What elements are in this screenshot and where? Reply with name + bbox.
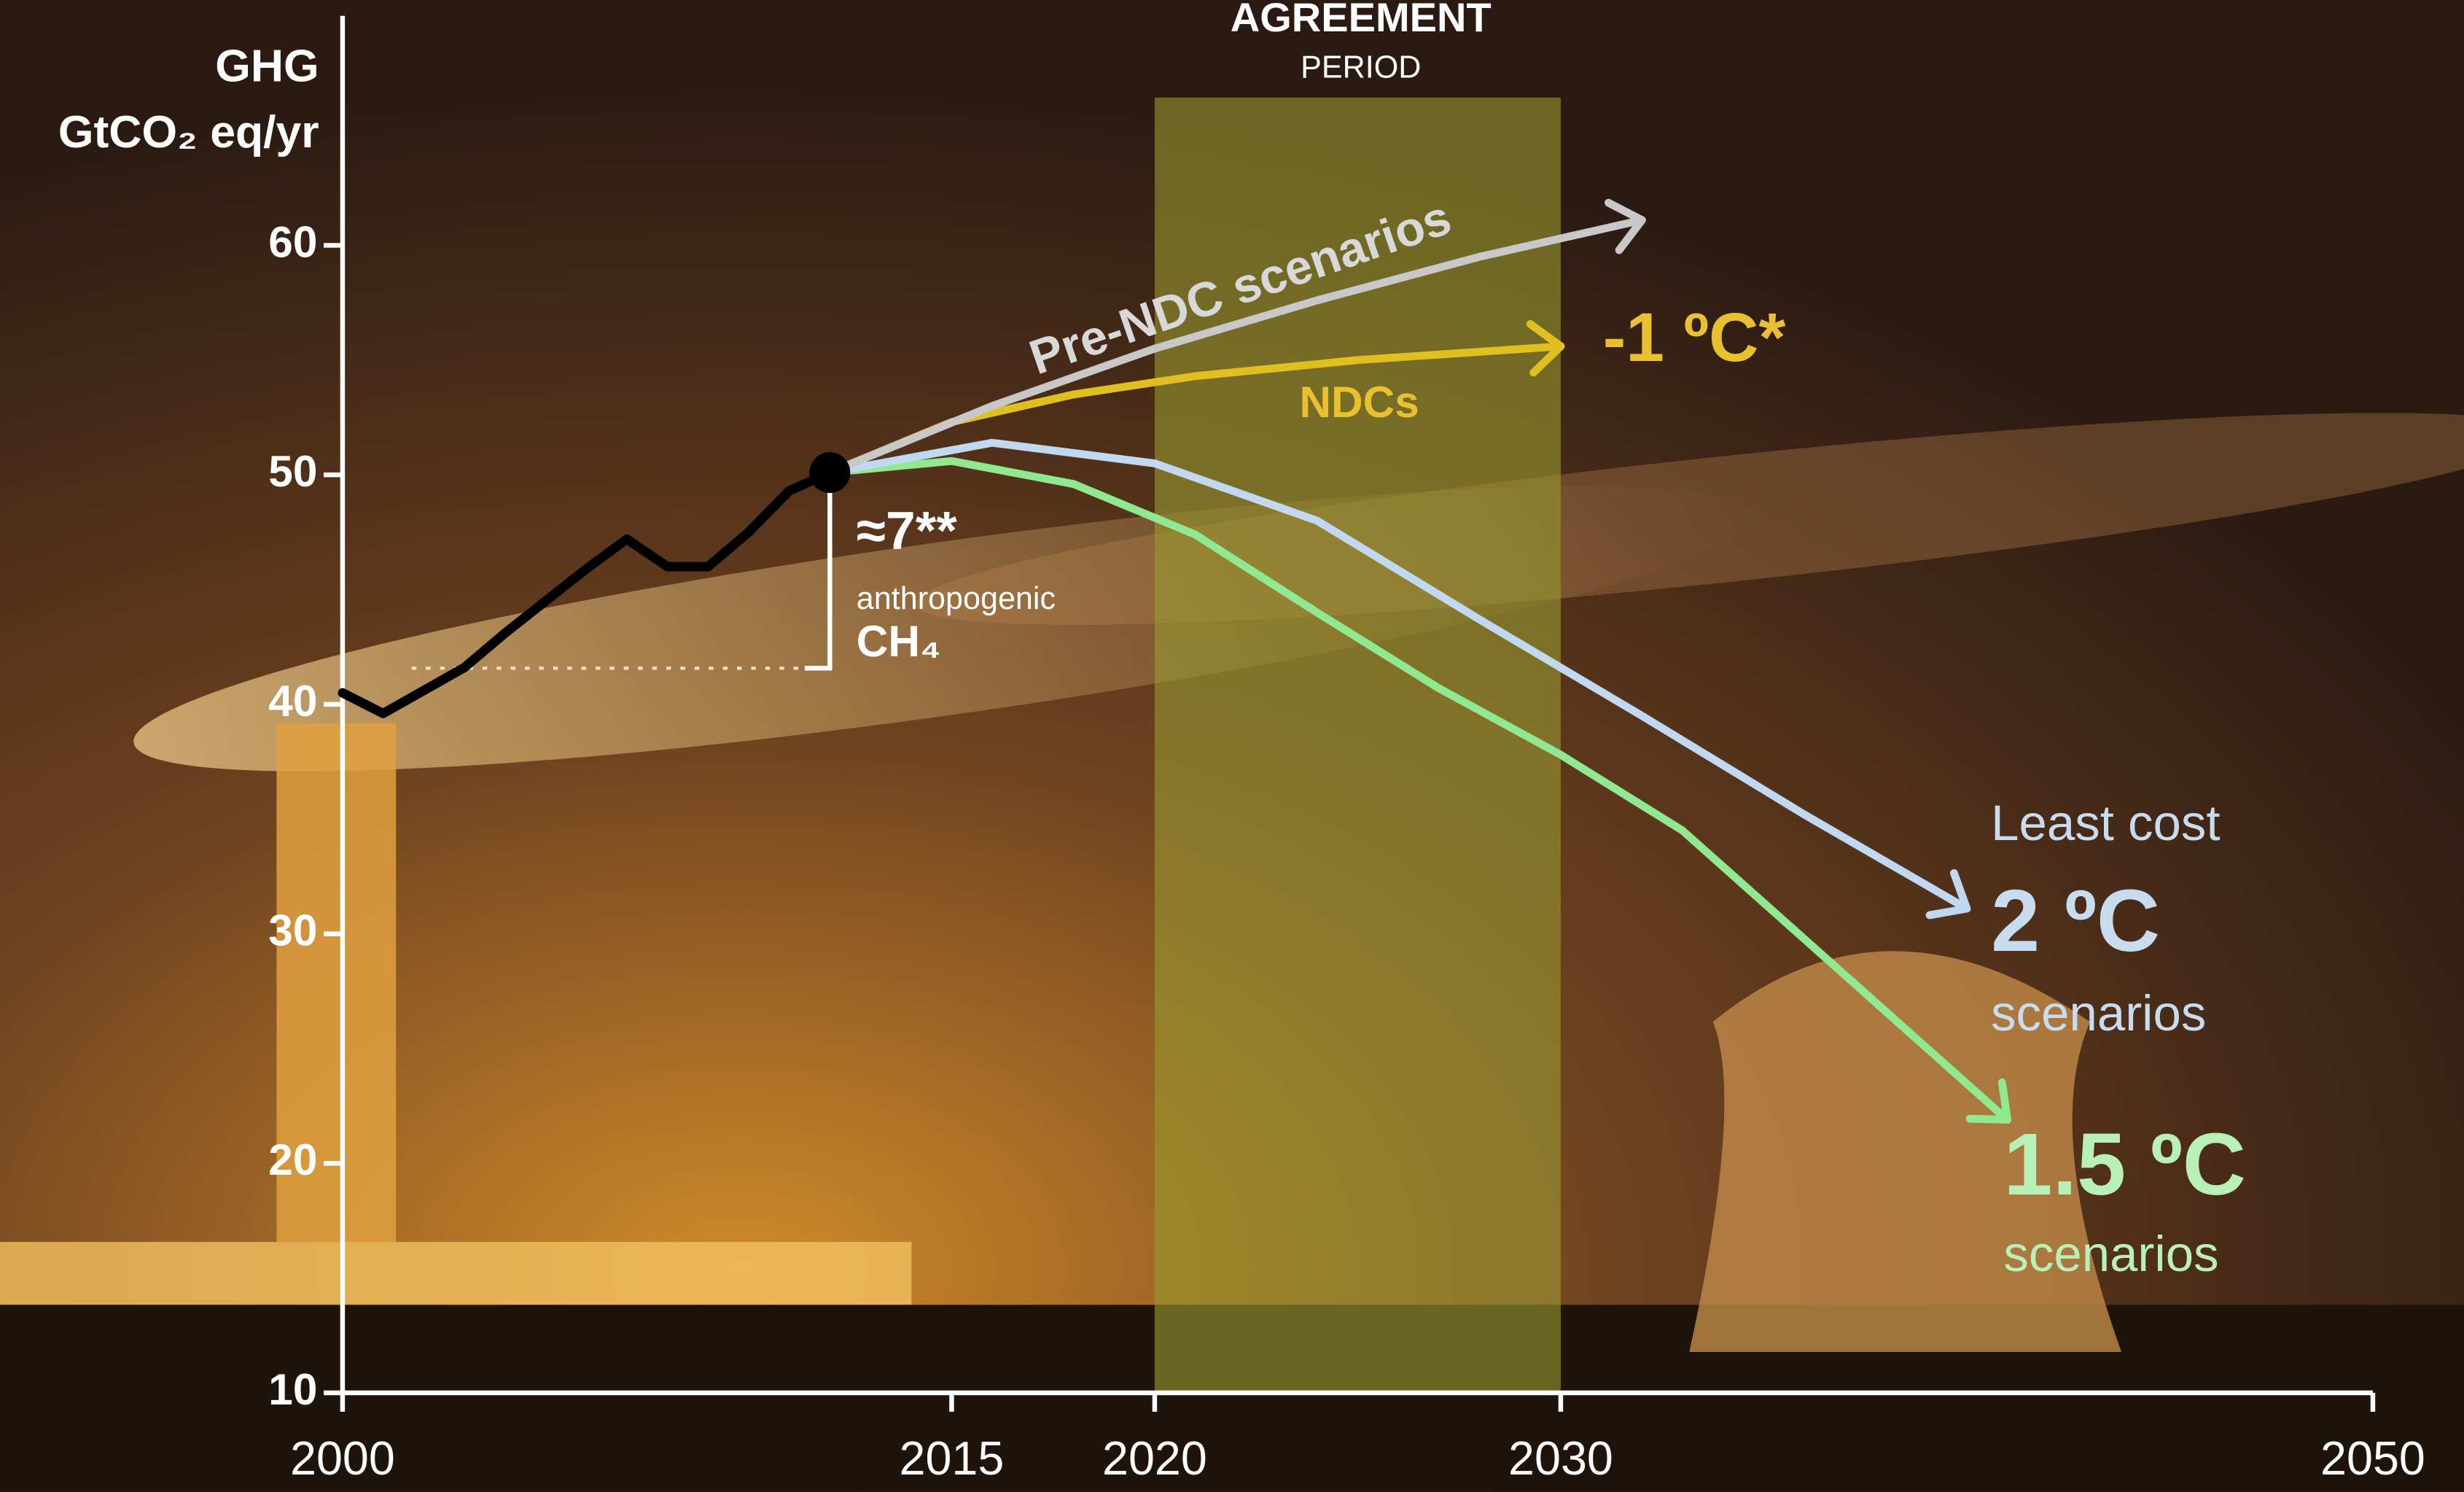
series-label: 1.5 ºC <box>2003 1115 2246 1213</box>
annotation: Least cost <box>1991 795 2220 851</box>
series-line <box>338 467 835 718</box>
annotation: ≈7** <box>857 500 957 560</box>
y-tick-label: 20 <box>268 1135 317 1184</box>
x-tick-label: 2020 <box>1102 1431 1207 1485</box>
series-label: 2 ºC <box>1991 871 2160 970</box>
arrowhead <box>1965 1078 2012 1124</box>
y-tick-label: 30 <box>268 906 317 955</box>
x-tick-label: 2015 <box>900 1431 1005 1485</box>
x-tick-label: 2050 <box>2320 1431 2425 1485</box>
annotation: CH₄ <box>857 616 941 666</box>
agreement-period <box>1154 97 1561 1394</box>
arrowhead <box>1526 319 1565 377</box>
series-line <box>825 438 1971 913</box>
annotation: anthropogenic <box>857 581 1056 616</box>
y-tick-label: 60 <box>268 217 317 266</box>
series-line <box>825 456 2011 1124</box>
annotation: -1 ºC* <box>1603 299 1786 376</box>
x-tick-label: 2000 <box>290 1431 395 1485</box>
arrowhead <box>1605 198 1646 255</box>
annotation: scenarios <box>1991 985 2206 1041</box>
y-axis-label: GHG <box>215 41 319 92</box>
y-tick-label: 40 <box>268 676 317 726</box>
period-label: PERIOD <box>1301 50 1421 85</box>
y-axis-label: GtCO₂ eq/yr <box>58 106 319 158</box>
annotation: scenarios <box>2003 1226 2218 1282</box>
bracket <box>804 473 833 671</box>
latest-point <box>809 451 851 494</box>
x-tick-label: 2030 <box>1508 1431 1613 1485</box>
arrowhead <box>1925 869 1971 920</box>
series-line <box>825 216 1646 477</box>
y-tick-label: 50 <box>268 446 317 496</box>
series-label: NDCs <box>1299 377 1419 427</box>
period-label: AGREEMENT <box>1231 0 1492 40</box>
y-tick-label: 10 <box>268 1364 317 1414</box>
